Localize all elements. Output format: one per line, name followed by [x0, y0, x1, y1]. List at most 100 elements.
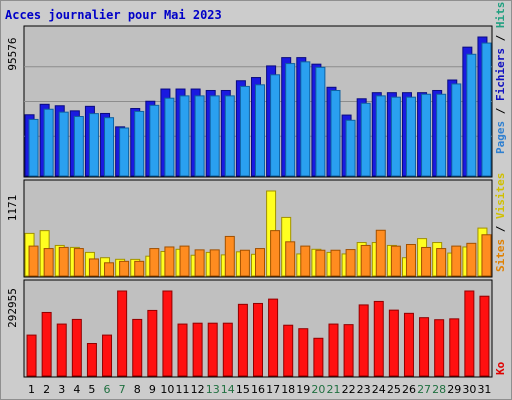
bar-sites	[43, 248, 54, 277]
bar-sites	[360, 244, 371, 277]
legend-entry: /	[494, 101, 507, 121]
bar-fichiers	[149, 104, 160, 177]
bar-fichiers	[315, 66, 326, 177]
bar-fichiers	[405, 96, 416, 177]
bar-ko	[434, 319, 445, 377]
bar-ko	[41, 311, 52, 377]
bar-sites	[224, 235, 235, 277]
day-label: 29	[447, 383, 461, 396]
bar-ko	[177, 323, 188, 377]
day-label: 30	[462, 383, 476, 396]
bar-ko	[147, 309, 158, 377]
y-max-label-mid: 1171	[6, 195, 19, 222]
day-label: 9	[149, 383, 156, 396]
bar-fichiers	[436, 93, 447, 177]
day-label: 25	[387, 383, 401, 396]
bar-fichiers	[481, 42, 492, 177]
bar-fichiers	[73, 116, 84, 177]
day-label: 18	[281, 383, 295, 396]
bar-fichiers	[209, 95, 220, 177]
day-label: 7	[119, 383, 126, 396]
bar-sites	[255, 248, 265, 277]
bar-ko	[207, 322, 218, 377]
bar-sites	[315, 249, 326, 277]
bar-fichiers	[194, 95, 205, 177]
bar-sites	[209, 249, 220, 277]
legend-mid: Sites / Visites	[494, 173, 507, 272]
day-label: 4	[73, 383, 80, 396]
bar-ko	[56, 323, 67, 377]
bar-ko	[283, 324, 294, 377]
bar-ko	[419, 317, 430, 377]
bar-ko	[328, 323, 339, 377]
bar-fichiers	[134, 110, 145, 177]
bar-sites	[421, 246, 432, 277]
day-label: 12	[191, 383, 205, 396]
day-label: 8	[134, 383, 141, 396]
bar-fichiers	[104, 117, 115, 177]
panel-mid: 1171 Sites / Visites	[6, 173, 507, 278]
bar-fichiers	[330, 89, 341, 177]
bar-fichiers	[58, 111, 69, 177]
day-label: 15	[236, 383, 250, 396]
bar-ko	[222, 322, 233, 377]
legend-entry: Fichiers	[494, 48, 507, 101]
bar-fichiers	[345, 119, 356, 177]
day-label: 28	[432, 383, 446, 396]
day-label: 11	[176, 383, 190, 396]
bar-sites	[149, 248, 160, 277]
bar-sites	[73, 248, 84, 277]
bar-fichiers	[270, 74, 281, 177]
y-max-label-bot: 292955	[6, 288, 19, 328]
day-label: 22	[342, 383, 356, 396]
legend-entry: /	[494, 219, 507, 239]
day-label: 19	[296, 383, 310, 396]
bar-fichiers	[239, 85, 250, 177]
day-label: 20	[311, 383, 325, 396]
bar-ko	[26, 334, 37, 377]
bar-sites	[345, 249, 356, 277]
day-label: 6	[104, 383, 111, 396]
chart-title: Acces journalier pour Mai 2023	[5, 8, 222, 22]
bar-sites	[58, 246, 69, 277]
legend-entry: Sites	[494, 239, 507, 272]
bar-sites	[164, 246, 175, 277]
bar-ko	[343, 324, 354, 377]
legend-entry: Pages	[494, 121, 507, 154]
legend-entry: Hits	[494, 2, 507, 29]
bar-ko	[117, 290, 128, 377]
day-label: 24	[372, 383, 386, 396]
day-label: 26	[402, 383, 416, 396]
bar-sites	[466, 242, 477, 277]
bar-ko	[86, 343, 97, 377]
bar-ko	[102, 334, 113, 377]
bar-ko	[162, 290, 173, 377]
bar-sites	[134, 260, 145, 277]
day-label: 16	[251, 383, 265, 396]
bar-ko	[373, 300, 384, 377]
day-label: 10	[160, 383, 174, 396]
x-axis-day-labels: 1 2 3 4 5 6 7 8 9 10 11 12 13 14 15 16 17 18 19 20 21 22 23 24 2…	[28, 383, 491, 396]
day-label: 17	[266, 383, 280, 396]
bar-ko	[132, 318, 143, 377]
legend-top: Pages / Fichiers / Hits	[494, 2, 507, 154]
bar-sites	[179, 245, 190, 277]
bar-fichiers	[466, 53, 477, 177]
y-max-label-top: 95576	[6, 37, 19, 70]
day-label: 14	[221, 383, 235, 396]
panel-top: 95576 Pages / Fichiers / Hits	[6, 2, 507, 178]
bar-sites	[451, 245, 462, 277]
bar-sites	[119, 260, 130, 277]
bar-fichiers	[360, 102, 371, 177]
bar-sites	[194, 249, 205, 277]
bar-fichiers	[28, 118, 39, 177]
legend-entry: /	[494, 28, 507, 48]
bar-sites	[300, 245, 311, 277]
day-label: 5	[88, 383, 95, 396]
bar-sites	[481, 234, 492, 277]
day-label: 13	[206, 383, 220, 396]
day-label: 23	[357, 383, 371, 396]
day-label: 2	[43, 383, 50, 396]
bar-sites	[239, 249, 250, 277]
